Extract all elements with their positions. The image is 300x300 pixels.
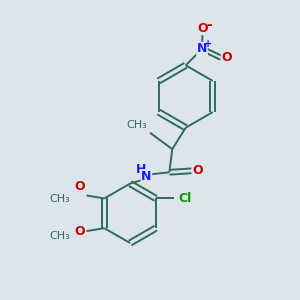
Text: O: O	[221, 51, 232, 64]
Text: O: O	[74, 225, 85, 238]
Text: -: -	[206, 18, 212, 32]
Text: O: O	[192, 164, 203, 177]
Text: Cl: Cl	[178, 192, 191, 205]
Text: O: O	[74, 180, 85, 193]
Text: CH₃: CH₃	[126, 120, 147, 130]
Text: O: O	[197, 22, 208, 34]
Text: H: H	[136, 163, 147, 176]
Text: CH₃: CH₃	[50, 232, 70, 242]
Text: +: +	[205, 40, 213, 50]
Text: N: N	[197, 42, 207, 56]
Text: N: N	[141, 170, 152, 183]
Text: CH₃: CH₃	[50, 194, 70, 204]
